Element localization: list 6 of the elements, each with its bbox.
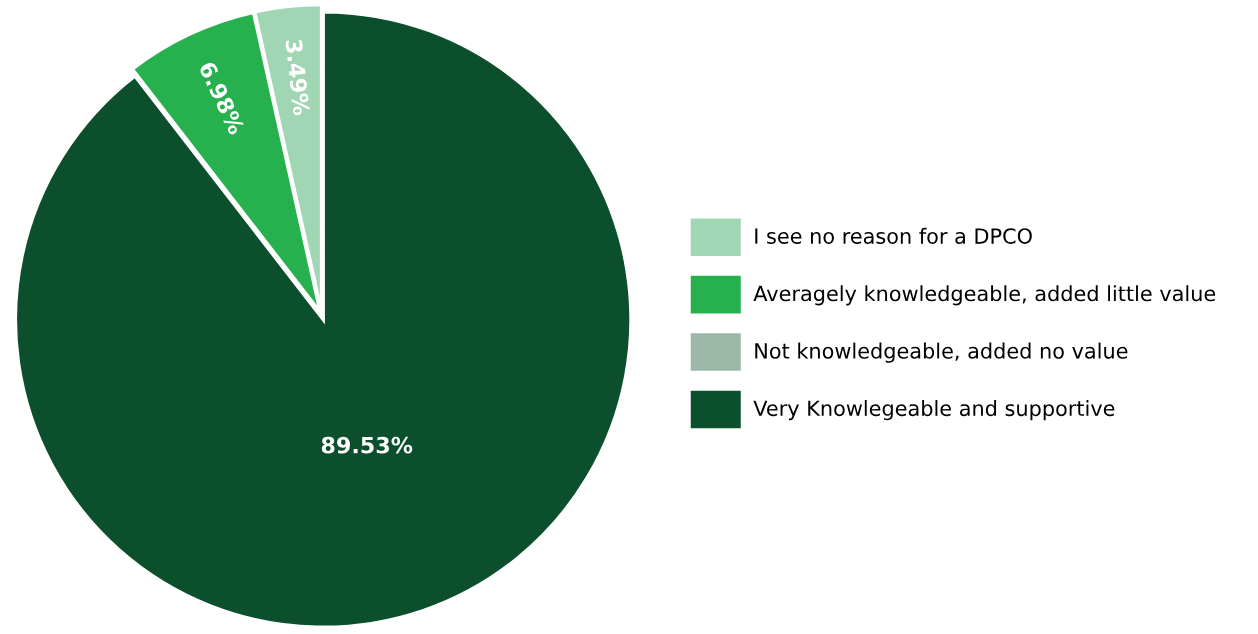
legend-label: I see no reason for a DPCO <box>755 227 1032 244</box>
data-label: 3.49% <box>285 39 311 116</box>
legend-label: Averagely knowledgeable, added little value <box>753 285 1216 306</box>
legend-label: Very Knowlegeable and supportive <box>753 400 1115 421</box>
data-label: 89.53% <box>321 436 413 454</box>
legend-label: Not knowledgeable, added no value <box>755 342 1128 363</box>
